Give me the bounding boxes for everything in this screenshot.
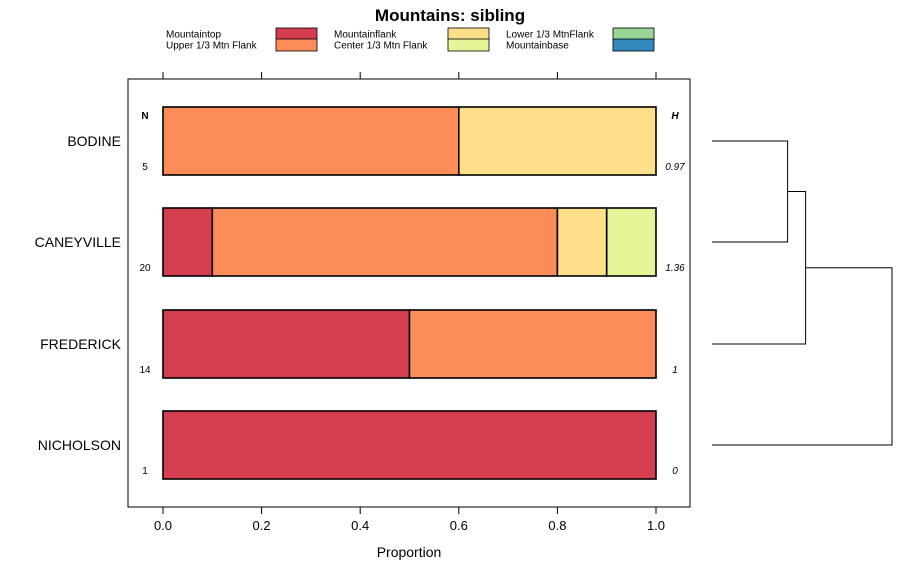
dendrogram-branch-1 xyxy=(712,140,789,243)
bar-segment-nicholson-mountaintop xyxy=(162,410,657,480)
x-tick-label: 1.0 xyxy=(647,518,665,533)
bar-segment-caneyville-mountaintop xyxy=(162,207,214,277)
n-value-caneyville: 20 xyxy=(139,263,151,274)
chart-title: Mountains: sibling xyxy=(375,6,525,25)
legend-label-lower-1-3-mtnflank: Lower 1/3 MtnFlank xyxy=(506,30,595,41)
h-values: 0.97 1.36 1 0 xyxy=(665,162,685,477)
legend-swatch-lower-1-3-mtnflank xyxy=(612,27,655,41)
legend-swatch-center-1-3-mtn-flank xyxy=(447,38,490,52)
legend-label-mountainflank: Mountainflank xyxy=(334,30,397,41)
row-label-frederick: FREDERICK xyxy=(40,336,122,352)
bar-segment-frederick-mountaintop xyxy=(162,309,411,379)
n-values: 5 20 14 1 xyxy=(139,162,151,477)
h-header: H xyxy=(671,111,679,122)
row-labels: BODINE CANEYVILLE FREDERICK NICHOLSON xyxy=(35,133,122,453)
n-value-frederick: 14 xyxy=(139,365,151,376)
n-header: N xyxy=(141,111,148,122)
n-value-bodine: 5 xyxy=(142,162,148,173)
plot-panel xyxy=(127,78,691,508)
x-tick-label: 0.6 xyxy=(450,518,468,533)
x-tick-label: 0.0 xyxy=(154,518,172,533)
legend-swatch-mountainbase xyxy=(612,38,655,52)
n-value-nicholson: 1 xyxy=(142,466,148,477)
row-label-caneyville: CANEYVILLE xyxy=(35,234,121,250)
bar-segment-bodine-mountainflank xyxy=(457,106,657,176)
x-axis-title: Proportion xyxy=(377,544,442,560)
legend-label-mountaintop: Mountaintop xyxy=(166,30,221,41)
legend-label-upper-1-3-mtn-flank: Upper 1/3 Mtn Flank xyxy=(166,41,258,52)
legend-label-mountainbase: Mountainbase xyxy=(506,41,569,52)
h-value-nicholson: 0 xyxy=(672,466,678,477)
bar-segment-caneyville-center-1-3-mtn-flank xyxy=(605,207,657,277)
h-value-bodine: 0.97 xyxy=(665,162,685,173)
legend-swatch-mountaintop xyxy=(275,27,318,41)
dendrogram-branch-2 xyxy=(712,191,807,345)
x-tick-label: 0.4 xyxy=(351,518,369,533)
dendrogram-branch-3 xyxy=(712,267,893,446)
h-value-caneyville: 1.36 xyxy=(665,263,685,274)
legend-swatch-mountainflank xyxy=(447,27,490,41)
x-tick-label: 0.2 xyxy=(253,518,271,533)
h-value-frederick: 1 xyxy=(672,365,678,376)
bar-segment-frederick-upper-1-3-mtn-flank xyxy=(408,309,657,379)
row-label-nicholson: NICHOLSON xyxy=(38,437,121,453)
bar-segment-bodine-upper-1-3-mtn-flank xyxy=(162,106,460,176)
x-axis: 0.0 0.2 0.4 0.6 0.8 1.0 xyxy=(154,72,665,533)
bar-segment-caneyville-mountainflank xyxy=(556,207,608,277)
bars xyxy=(162,106,657,480)
dendrogram xyxy=(712,140,893,446)
x-tick-label: 0.8 xyxy=(548,518,566,533)
legend-label-center-1-3-mtn-flank: Center 1/3 Mtn Flank xyxy=(334,41,428,52)
legend-swatch-upper-1-3-mtn-flank xyxy=(275,38,318,52)
bar-segment-caneyville-upper-1-3-mtn-flank xyxy=(211,207,559,277)
row-label-bodine: BODINE xyxy=(67,133,121,149)
